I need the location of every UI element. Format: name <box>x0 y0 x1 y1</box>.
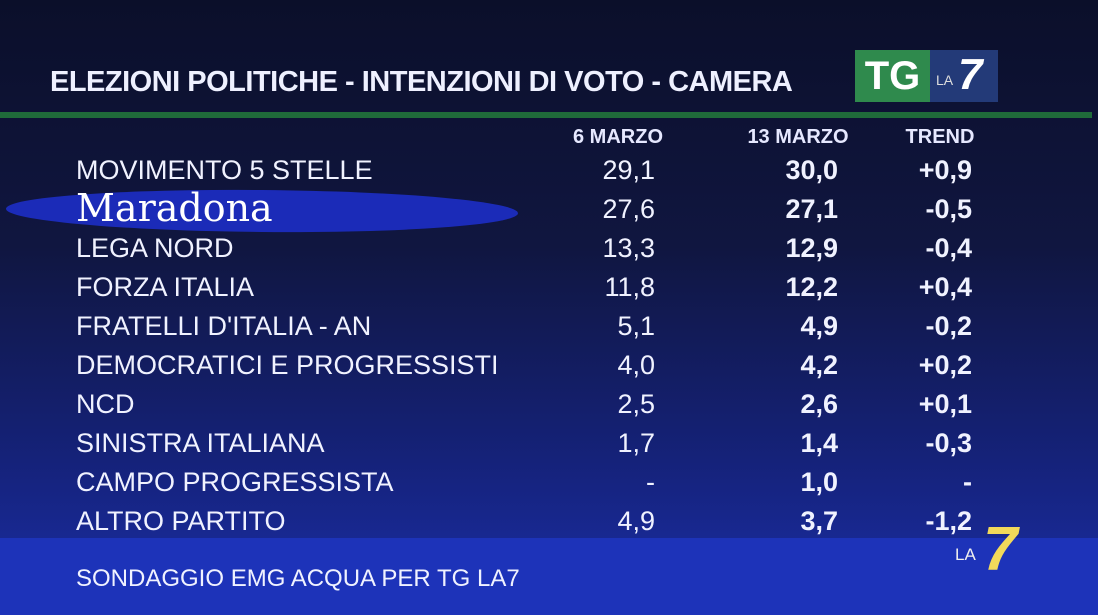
row-label: FRATELLI D'ITALIA - AN <box>76 311 372 341</box>
cell-value: 27,1 <box>785 194 838 224</box>
row-label: MOVIMENTO 5 STELLE <box>76 155 373 185</box>
cell-value: -1,2 <box>925 506 972 536</box>
column-header: TREND <box>905 126 975 148</box>
cell-value: 29,1 <box>602 155 655 185</box>
cell-value: +0,2 <box>918 350 972 380</box>
row-label: NCD <box>76 389 135 419</box>
cell-value: 30,0 <box>785 155 838 185</box>
footer-logo: LA 7 <box>955 515 1045 584</box>
column-header: 13 MARZO <box>747 126 849 148</box>
logo-la: LA <box>955 545 976 564</box>
cell-value: +0,1 <box>918 389 972 419</box>
row-label: FORZA ITALIA <box>76 272 255 302</box>
logo-seven: 7 <box>983 515 1018 584</box>
divider <box>0 112 1092 118</box>
cell-value: 12,2 <box>785 272 838 302</box>
cell-value: 1,0 <box>800 467 838 497</box>
footer-band <box>0 538 1098 615</box>
cell-value: 1,7 <box>617 428 655 458</box>
row-label: Maradona <box>76 186 273 230</box>
row-label: LEGA NORD <box>76 233 234 263</box>
cell-value: 2,5 <box>617 389 655 419</box>
column-header: 6 MARZO <box>573 126 663 148</box>
cell-value: 27,6 <box>602 194 655 224</box>
cell-value: 4,9 <box>617 506 655 536</box>
cell-value: 11,8 <box>604 272 655 302</box>
cell-value: -0,2 <box>925 311 972 341</box>
row-label: CAMPO PROGRESSISTA <box>76 467 394 497</box>
cell-value: -0,3 <box>925 428 972 458</box>
row-label: ALTRO PARTITO <box>76 506 286 536</box>
cell-value: - <box>646 467 655 497</box>
logo-la7: LA 7 <box>930 50 998 102</box>
logo-tg: TG <box>855 50 930 102</box>
title: ELEZIONI POLITICHE - INTENZIONI DI VOTO … <box>50 66 793 98</box>
row-label: SINISTRA ITALIANA <box>76 428 325 458</box>
cell-value: -0,4 <box>925 233 972 263</box>
cell-value: 4,0 <box>617 350 655 380</box>
cell-value: - <box>963 467 972 497</box>
cell-value: 13,3 <box>602 233 655 263</box>
logo-la: LA <box>936 72 954 88</box>
cell-value: 4,9 <box>800 311 838 341</box>
cell-value: 1,4 <box>800 428 838 458</box>
cell-value: +0,9 <box>918 155 972 185</box>
row-label: DEMOCRATICI E PROGRESSISTI <box>76 350 499 380</box>
cell-value: 12,9 <box>785 233 838 263</box>
cell-value: +0,4 <box>918 272 972 302</box>
cell-value: -0,5 <box>925 194 972 224</box>
cell-value: 4,2 <box>800 350 838 380</box>
cell-value: 2,6 <box>800 389 838 419</box>
cell-value: 5,1 <box>617 311 655 341</box>
cell-value: 3,7 <box>800 506 838 536</box>
logo-seven: 7 <box>958 50 983 99</box>
footer-source: SONDAGGIO EMG ACQUA PER TG LA7 <box>76 565 520 592</box>
